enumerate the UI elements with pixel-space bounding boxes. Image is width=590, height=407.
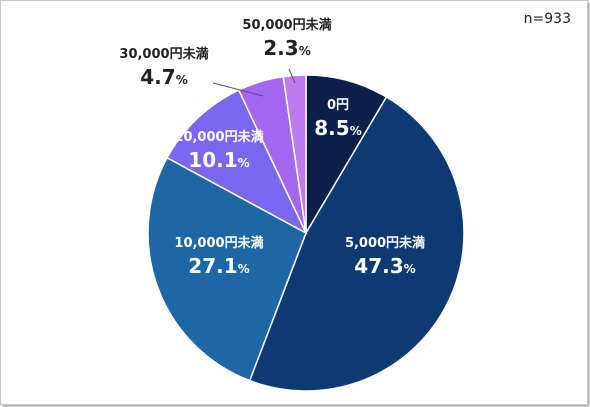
slice-label: 20,000円未満 10.1% (174, 129, 263, 172)
slice-label: 50,000円未満 2.3% (242, 17, 331, 60)
slice-value-label: 47.3% (354, 254, 415, 278)
slice-value-label: 8.5% (314, 116, 361, 140)
pie-slice (147, 156, 307, 382)
slice-value-label: 27.1% (188, 254, 249, 278)
slice-label: 0円 8.5% (314, 98, 361, 140)
pie-slice (166, 89, 308, 235)
slice-value-label: 2.3% (263, 36, 310, 60)
slice-category-label: 5,000円未満 (345, 235, 425, 251)
slice-value-label: 10.1% (188, 148, 249, 172)
pie-slice (305, 74, 388, 236)
pie-slice (248, 95, 465, 392)
slice-value-label: 4.7% (140, 65, 187, 89)
slice-label: 10,000円未満 27.1% (174, 235, 263, 278)
slice-label: 30,000円未満 4.7% (119, 46, 208, 89)
slice-category-label: 30,000円未満 (119, 46, 208, 62)
sample-size-label: n=933 (523, 11, 571, 27)
pie-slice (282, 74, 307, 234)
slice-category-label: 20,000円未満 (174, 129, 263, 145)
slice-category-label: 50,000円未満 (242, 17, 331, 33)
leader-line (212, 82, 264, 97)
leader-line (288, 68, 296, 84)
slice-category-label: 10,000円未満 (174, 235, 263, 251)
slice-label: 5,000円未満 47.3% (345, 235, 425, 278)
slice-category-label: 0円 (327, 98, 349, 113)
